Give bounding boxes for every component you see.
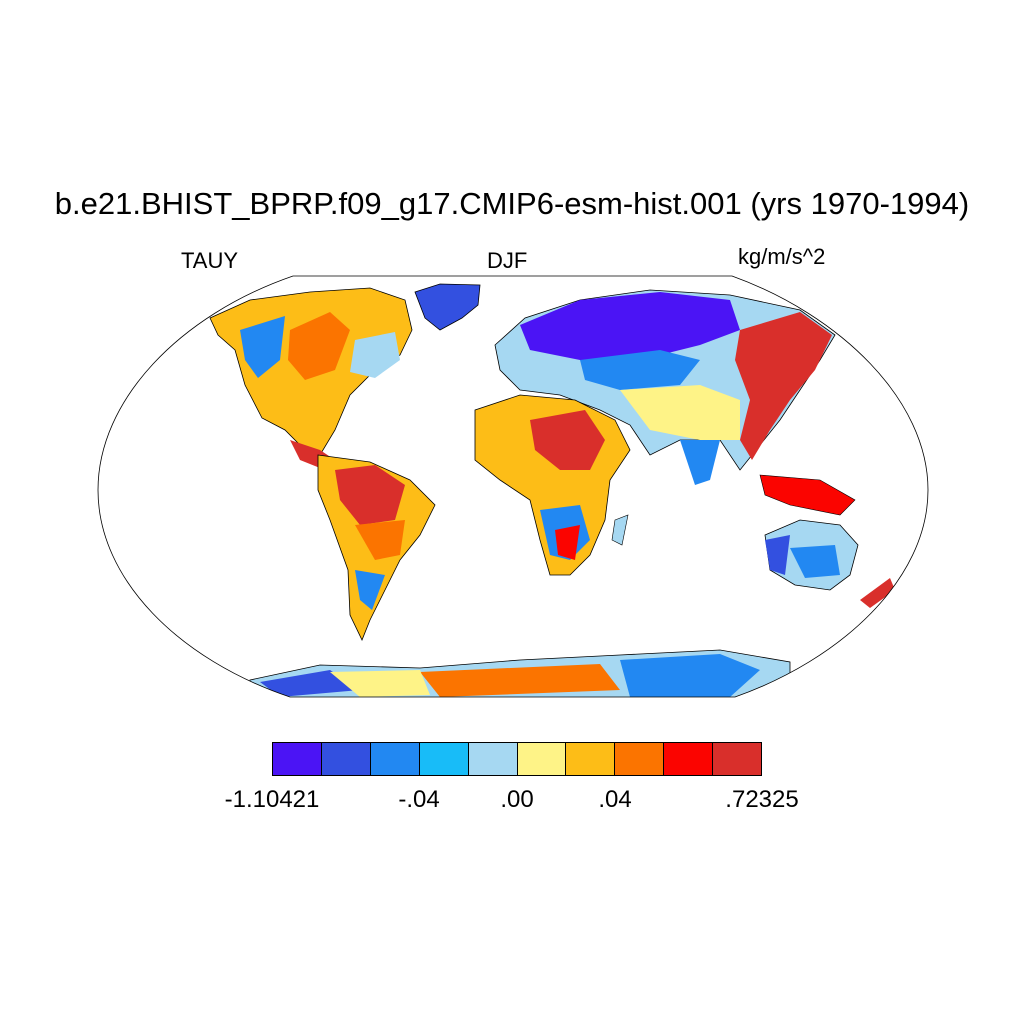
colorbar-tick-label: -.04 — [398, 786, 440, 813]
colorbar-swatch — [566, 743, 616, 775]
eurasia-blue-mid — [580, 350, 700, 390]
variable-label: TAUY — [181, 248, 239, 273]
south-america-orange — [355, 520, 405, 560]
colorbar-swatch — [468, 743, 518, 775]
greenland — [414, 283, 481, 331]
antarctica-blue — [620, 654, 760, 697]
south-america-red — [335, 465, 405, 525]
colorbar-tick-label: .00 — [500, 786, 534, 813]
map-outline — [97, 275, 929, 698]
australia-west — [765, 535, 790, 575]
south-america-blue — [355, 570, 385, 610]
north-america-red — [288, 312, 350, 380]
antarctica-yellow — [330, 670, 430, 697]
colorbar — [272, 742, 762, 776]
east-asia-red — [735, 312, 832, 460]
maritime-asia — [759, 474, 856, 516]
new-zealand — [860, 578, 895, 608]
colorbar-tick-label: .04 — [598, 786, 632, 813]
plot-title: b.e21.BHIST_BPRP.f09_g17.CMIP6-esm-hist.… — [54, 186, 970, 221]
units-label: kg/m/s^2 — [738, 244, 826, 269]
colorbar-tick-label: .72325 — [725, 786, 799, 813]
north-america-blue — [240, 316, 285, 378]
season-label: DJF — [487, 248, 528, 273]
asia-yellow — [620, 385, 740, 440]
colorbar-swatch — [517, 743, 567, 775]
antarctica-orange — [420, 664, 620, 697]
madagascar — [611, 514, 629, 546]
eurasia-blue-north — [520, 292, 740, 360]
colorbar-swatch — [664, 743, 714, 775]
africa-red — [530, 410, 605, 470]
north-america-east — [350, 332, 400, 378]
colorbar-swatch — [419, 743, 469, 775]
colorbar-tick-label: -1.10421 — [224, 786, 320, 813]
colorbar-swatch — [713, 743, 762, 775]
colorbar-swatch — [370, 743, 420, 775]
colorbar-swatch — [321, 743, 371, 775]
india — [680, 440, 720, 485]
australia-blue — [790, 545, 840, 578]
antarctica-blue-west — [260, 670, 360, 697]
colorbar-swatch — [615, 743, 665, 775]
africa-south-red — [555, 525, 580, 560]
colorbar-swatch — [273, 743, 322, 775]
